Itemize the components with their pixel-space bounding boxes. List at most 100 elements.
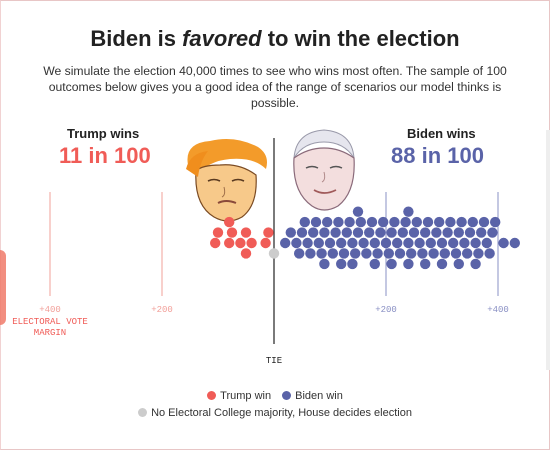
tick-label: +400 (39, 305, 61, 315)
biden-win-dot (408, 227, 420, 238)
biden-win-dot (378, 216, 389, 228)
biden-win-dot (319, 258, 330, 270)
biden-win-dot (456, 216, 467, 228)
trump-win-dot (235, 237, 246, 249)
left-edge-accent (0, 250, 6, 325)
trump-win-dot (260, 237, 271, 249)
biden-win-dot (327, 248, 338, 259)
biden-win-dot (285, 227, 296, 238)
trump-wins-label: Trump wins (67, 126, 140, 141)
biden-win-dot (509, 237, 520, 249)
biden-win-dot (372, 248, 383, 259)
biden-win-dot (347, 237, 358, 249)
biden-win-dot (305, 248, 316, 259)
biden-win-dot (462, 248, 473, 259)
biden-win-dot (308, 227, 319, 238)
biden-odds: 88 in 100 (391, 143, 484, 168)
biden-win-dot (478, 216, 490, 228)
tie-dot-icon (138, 408, 148, 417)
subtitle: We simulate the election 40,000 times to… (43, 64, 507, 110)
biden-win-dot (490, 216, 501, 228)
biden-win-dot (386, 227, 397, 238)
biden-win-dot (299, 216, 310, 228)
biden-win-dot (302, 237, 313, 249)
legend-biden-label: Biden win (295, 390, 343, 402)
trump-win-dot (212, 227, 224, 238)
trump-win-dot (224, 237, 235, 249)
legend-tie: No Electoral College majority, House dec… (138, 407, 412, 419)
biden-win-dot (442, 227, 453, 238)
biden-win-dot (350, 248, 361, 259)
biden-win-dot (453, 227, 464, 238)
legend-row-2: No Electoral College majority, House dec… (0, 407, 550, 419)
trump-win-dot (226, 227, 238, 238)
biden-win-dot (366, 216, 378, 228)
biden-win-dot (313, 237, 324, 249)
electoral-margin-chart: +400 +200 +200 +400 ELECTORAL VOTE MARGIN T… (12, 138, 520, 366)
biden-win-dot (324, 237, 336, 249)
biden-win-dot (291, 237, 302, 249)
biden-win-dot (383, 248, 394, 259)
biden-win-dot (355, 216, 366, 228)
tick-label: +200 (375, 305, 397, 315)
biden-win-dot (448, 237, 459, 249)
biden-win-dot (434, 216, 445, 228)
trump-odds: 11 in 100 (59, 143, 151, 168)
biden-win-dot (403, 237, 414, 249)
tick-label: +200 (151, 305, 173, 315)
biden-win-dot (436, 258, 448, 270)
trump-portrait-icon (186, 139, 267, 222)
biden-win-dot (414, 237, 425, 249)
biden-win-dot (470, 258, 481, 270)
biden-win-dot (481, 237, 492, 249)
biden-win-dot (476, 227, 487, 238)
trump-win-dot (240, 248, 252, 259)
biden-win-dot (425, 237, 436, 249)
biden-win-dot (336, 258, 347, 270)
biden-win-dot (310, 216, 322, 228)
biden-wins-label: Biden wins (407, 126, 476, 141)
biden-win-dot (294, 248, 305, 259)
legend-row-1: Trump win Biden win (0, 390, 550, 402)
page-title: Biden is favored to win the election (90, 26, 460, 51)
biden-win-dot (431, 227, 442, 238)
biden-win-dot (369, 258, 380, 270)
trump-win-dot (224, 216, 235, 228)
biden-win-dot (330, 227, 341, 238)
biden-win-dot (358, 237, 369, 249)
biden-win-dot (316, 248, 327, 259)
legend-biden: Biden win (282, 390, 343, 402)
scrollbar-track (546, 130, 550, 370)
biden-win-dot (436, 237, 448, 249)
biden-win-dot (403, 258, 414, 270)
biden-win-dot (397, 227, 408, 238)
legend-trump: Trump win (207, 390, 271, 402)
trump-win-dot (263, 227, 274, 238)
biden-win-dot (473, 248, 484, 259)
biden-win-dot (347, 258, 358, 270)
biden-win-dot (336, 237, 347, 249)
x-axis-label: ELECTORAL VOTE (12, 317, 88, 327)
biden-win-dot (369, 237, 380, 249)
biden-win-dot (296, 227, 308, 238)
biden-portrait-icon (293, 129, 355, 211)
trump-win-dot (246, 237, 257, 249)
biden-win-dot (439, 248, 450, 259)
tie-dot (268, 248, 280, 259)
biden-win-dot (428, 248, 439, 259)
trump-win-dot (240, 227, 252, 238)
biden-win-dot (389, 216, 400, 228)
biden-win-dot (375, 227, 386, 238)
biden-win-dot (406, 248, 417, 259)
biden-win-dot (450, 248, 462, 259)
biden-win-dot (394, 248, 406, 259)
biden-win-dot (280, 237, 291, 249)
tie-label: TIE (266, 356, 282, 366)
x-axis-label-line-2: MARGIN (34, 328, 66, 338)
biden-win-dot (417, 248, 428, 259)
biden-win-dot (422, 216, 434, 228)
biden-win-dot (467, 216, 478, 228)
biden-win-dot (322, 216, 333, 228)
legend-trump-label: Trump win (220, 390, 272, 402)
biden-win-dot (445, 216, 456, 228)
